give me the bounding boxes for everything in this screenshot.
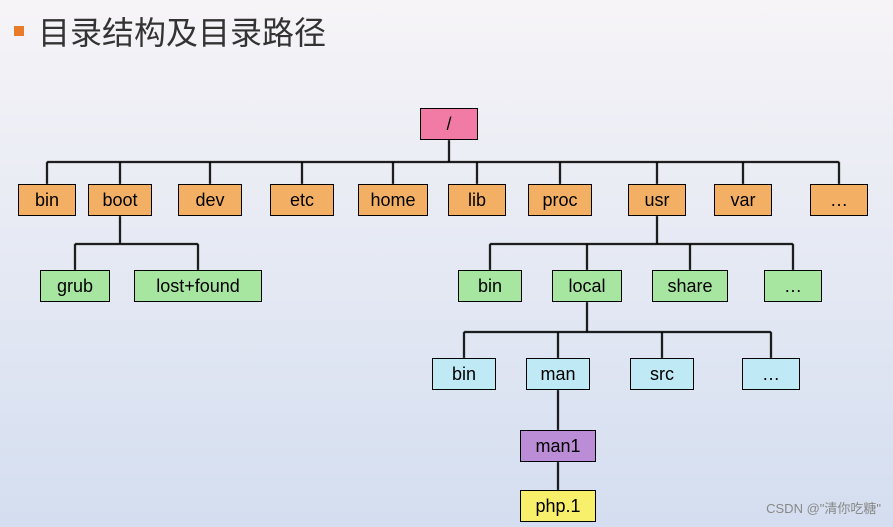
watermark: CSDN @"清你吃糖" bbox=[766, 498, 881, 517]
node-usr: usr bbox=[628, 184, 686, 216]
node-ubin: bin bbox=[458, 270, 522, 302]
node-local: local bbox=[552, 270, 622, 302]
node-etc: etc bbox=[270, 184, 334, 216]
node-share: share bbox=[652, 270, 728, 302]
node-dots2: … bbox=[764, 270, 822, 302]
node-root: / bbox=[420, 108, 478, 140]
node-home: home bbox=[358, 184, 428, 216]
node-grub: grub bbox=[40, 270, 110, 302]
node-dots1: … bbox=[810, 184, 868, 216]
node-proc: proc bbox=[528, 184, 592, 216]
node-boot: boot bbox=[88, 184, 152, 216]
node-php1: php.1 bbox=[520, 490, 596, 522]
title-row: 目录结构及目录路径 bbox=[14, 8, 326, 54]
node-src: src bbox=[630, 358, 694, 390]
node-dev: dev bbox=[178, 184, 242, 216]
page-title: 目录结构及目录路径 bbox=[38, 8, 326, 54]
node-var: var bbox=[714, 184, 772, 216]
node-dots3: … bbox=[742, 358, 800, 390]
node-lost: lost+found bbox=[134, 270, 262, 302]
node-man1: man1 bbox=[520, 430, 596, 462]
node-lib: lib bbox=[448, 184, 506, 216]
diagram-canvas bbox=[0, 0, 893, 527]
node-man: man bbox=[526, 358, 590, 390]
node-bin: bin bbox=[18, 184, 76, 216]
node-lbin: bin bbox=[432, 358, 496, 390]
bullet-icon bbox=[14, 26, 24, 36]
